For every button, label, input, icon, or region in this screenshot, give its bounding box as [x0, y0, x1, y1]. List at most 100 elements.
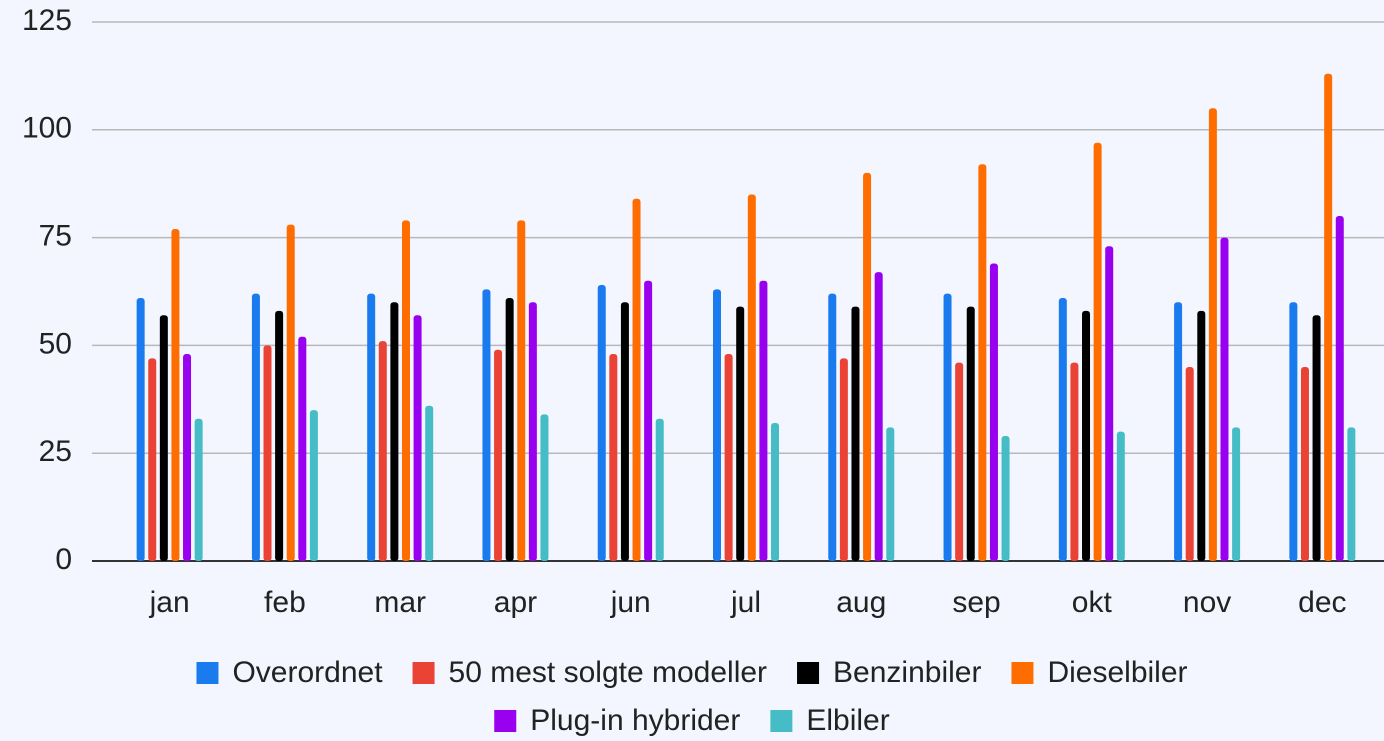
bar — [839, 358, 848, 561]
bar — [482, 289, 491, 561]
bar — [183, 354, 192, 561]
bar — [263, 345, 272, 561]
bar — [194, 418, 203, 561]
bar — [298, 336, 307, 561]
bar — [413, 315, 422, 561]
bar — [275, 310, 284, 561]
bar — [1197, 310, 1206, 561]
bar — [609, 354, 618, 561]
bar — [989, 263, 998, 561]
bar — [955, 362, 964, 561]
bar — [1058, 297, 1067, 561]
bar — [1105, 246, 1114, 561]
y-tick-label: 0 — [55, 543, 72, 576]
bar — [620, 302, 629, 561]
bar — [713, 289, 721, 561]
x-tick-label: apr — [494, 586, 537, 619]
bar — [286, 224, 295, 561]
bar — [1335, 216, 1344, 562]
bar — [886, 427, 895, 561]
bar — [1324, 73, 1333, 561]
x-tick-label: jul — [730, 586, 761, 619]
x-tick-label: jun — [610, 586, 651, 619]
legend-label: Dieselbiler — [1047, 656, 1187, 689]
bar — [1070, 362, 1079, 561]
bar — [401, 220, 410, 562]
y-tick-label: 125 — [22, 4, 72, 37]
bar — [1116, 431, 1125, 561]
y-tick-label: 25 — [39, 435, 72, 468]
legend-swatch — [494, 710, 517, 732]
bar — [540, 414, 549, 561]
legend-swatch — [412, 662, 435, 684]
bar — [978, 164, 987, 561]
bar — [425, 405, 434, 561]
bar — [1347, 427, 1356, 561]
bar — [863, 172, 872, 562]
y-tick-label: 50 — [39, 327, 72, 360]
legend-label: Benzinbiler — [833, 656, 981, 689]
bar — [505, 297, 514, 561]
bar — [528, 302, 537, 561]
bar — [494, 349, 503, 561]
bar — [171, 228, 180, 561]
bar — [874, 272, 883, 561]
bar — [517, 220, 526, 562]
x-tick-label: dec — [1298, 586, 1346, 619]
bar — [136, 297, 145, 561]
legend-swatch — [1011, 662, 1034, 684]
legend-item: Overordnet — [196, 656, 383, 689]
bar — [1093, 142, 1102, 561]
legend-item: 50 mest solgte modeller — [412, 656, 767, 689]
bar — [1300, 366, 1309, 561]
x-tick-label: jan — [149, 586, 190, 619]
x-tick-label: okt — [1072, 586, 1113, 619]
bar — [148, 358, 157, 561]
bar — [1312, 315, 1321, 561]
bar — [759, 280, 768, 561]
bar — [655, 418, 664, 561]
bar — [736, 306, 745, 561]
legend-label: Elbiler — [806, 704, 889, 737]
bar — [724, 354, 733, 561]
bar — [966, 306, 975, 561]
legend-label: Plug-in hybrider — [530, 704, 740, 737]
bar — [309, 410, 318, 561]
bar — [747, 194, 756, 562]
legend-item: Elbiler — [770, 704, 890, 737]
x-tick-label: aug — [836, 586, 886, 619]
x-tick-label: sep — [952, 586, 1000, 619]
bar — [851, 306, 860, 561]
legend-label: Overordnet — [232, 656, 383, 689]
bar — [1001, 435, 1010, 561]
x-tick-label: feb — [264, 586, 306, 619]
y-tick-label: 75 — [39, 220, 72, 253]
bar — [1185, 366, 1194, 561]
bar — [378, 341, 387, 561]
bar — [1208, 108, 1217, 562]
bar — [367, 293, 376, 561]
legend-item: Plug-in hybrider — [494, 704, 740, 737]
bar — [632, 198, 641, 562]
bar — [644, 280, 653, 561]
bar — [943, 293, 952, 561]
bar — [1220, 237, 1229, 561]
bar — [159, 315, 168, 561]
bar — [251, 293, 260, 561]
x-tick-label: mar — [374, 586, 426, 619]
legend-swatch — [770, 710, 793, 732]
bar — [390, 302, 399, 561]
bar — [1082, 310, 1091, 561]
y-tick-label: 100 — [22, 112, 72, 145]
legend-swatch — [196, 662, 219, 684]
legend-item: Dieselbiler — [1011, 656, 1188, 689]
bar — [1232, 427, 1241, 561]
x-tick-label: nov — [1183, 586, 1231, 619]
bar — [1174, 302, 1183, 561]
legend-item: Benzinbiler — [797, 656, 981, 689]
bar — [828, 293, 837, 561]
bar — [771, 423, 779, 561]
bar — [597, 285, 606, 561]
bar — [1289, 302, 1298, 561]
